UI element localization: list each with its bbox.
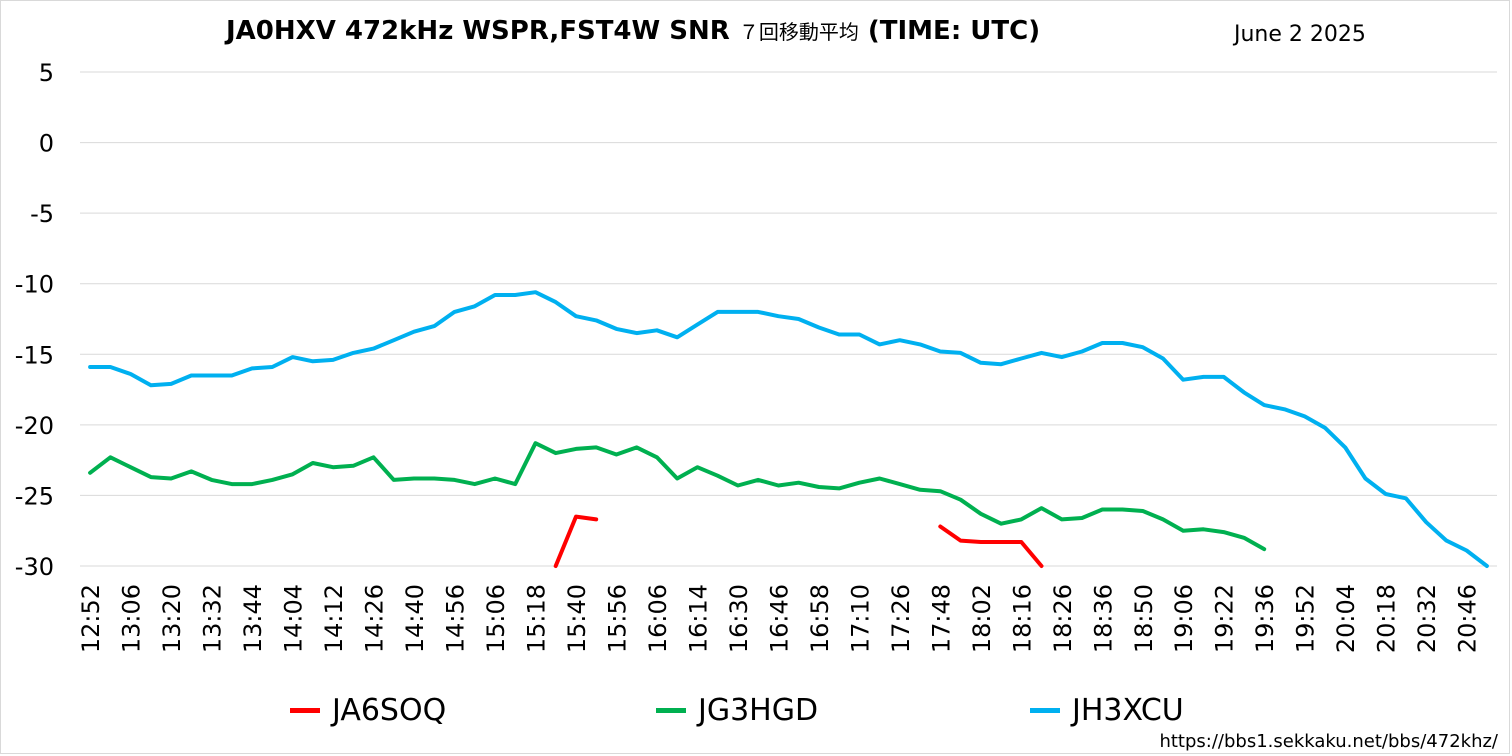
series-line-jh3xcu (88, 290, 1489, 568)
y-tick-label: -20 (15, 412, 54, 440)
legend-swatch (1030, 707, 1060, 713)
series-line-ja6soq (938, 524, 1044, 568)
chart-date: June 2 2025 (1234, 22, 1366, 47)
x-tick-label: 16:06 (644, 584, 672, 653)
x-tick-label: 19:36 (1251, 584, 1279, 653)
x-tick-label: 16:30 (725, 584, 753, 653)
x-tick-label: 19:52 (1292, 584, 1320, 653)
legend-item: JG3HGD (656, 690, 818, 730)
x-tick-label: 18:26 (1049, 584, 1077, 653)
legend-label: JA6SOQ (332, 692, 447, 728)
y-tick-label: -10 (15, 271, 54, 299)
x-tick-label: 15:18 (522, 584, 550, 653)
chart-title-main: JA0HXV 472kHz WSPR,FST4W SNR (226, 16, 730, 46)
x-tick-label: 20:04 (1332, 584, 1360, 653)
legend-item: JA6SOQ (290, 690, 446, 730)
x-tick-label: 16:46 (765, 584, 793, 653)
legend-label: JG3HGD (698, 692, 819, 728)
x-tick-label: 14:04 (280, 584, 308, 653)
legend-label: JH3XCU (1072, 692, 1184, 728)
x-tick-label: 14:26 (361, 584, 389, 653)
series-line-jg3hgd (88, 441, 1267, 552)
title-row: JA0HXV 472kHz WSPR,FST4W SNR ７回移動平均 (TIM… (0, 14, 1512, 54)
x-tick-label: 18:50 (1130, 584, 1158, 653)
x-tick-label: 15:40 (563, 584, 591, 653)
x-tick-label: 16:58 (806, 584, 834, 653)
x-tick-label: 18:02 (968, 584, 996, 653)
legend-item: JH3XCU (1030, 690, 1184, 730)
x-tick-label: 15:06 (482, 584, 510, 653)
x-tick-label: 14:56 (441, 584, 469, 653)
x-tick-label: 20:32 (1413, 584, 1441, 653)
x-tick-label: 20:18 (1373, 584, 1401, 653)
x-tick-label: 19:06 (1170, 584, 1198, 653)
x-tick-label: 19:22 (1211, 584, 1239, 653)
chart-title-time: (TIME: UTC) (867, 16, 1041, 46)
chart-title: JA0HXV 472kHz WSPR,FST4W SNR ７回移動平均 (TIM… (226, 16, 1040, 46)
x-tick-label: 13:32 (199, 584, 227, 653)
x-tick-label: 13:20 (158, 584, 186, 653)
y-tick-label: 5 (39, 59, 54, 87)
x-tick-label: 18:16 (1008, 584, 1036, 653)
y-tick-label: -15 (15, 341, 54, 369)
x-tick-label: 17:26 (887, 584, 915, 653)
y-tick-label: -25 (15, 482, 54, 510)
chart-title-suffix: ７回移動平均 (738, 20, 859, 44)
x-tick-label: 20:46 (1454, 584, 1482, 653)
x-tick-label: 14:12 (320, 584, 348, 653)
x-tick-label: 13:44 (239, 584, 267, 653)
y-tick-label: -5 (30, 200, 54, 228)
credit-url: https://bbs1.sekkaku.net/bbs/472khz/ (1159, 731, 1498, 752)
x-tick-label: 18:36 (1089, 584, 1117, 653)
y-tick-label: 0 (39, 130, 54, 158)
x-tick-label: 15:56 (603, 584, 631, 653)
x-tick-label: 17:10 (846, 584, 874, 653)
chart-legend: JA6SOQ JG3HGD JH3XCU (0, 690, 1512, 730)
x-tick-label: 16:14 (684, 584, 712, 653)
x-tick-label: 14:40 (401, 584, 429, 653)
series-line-ja6soq (553, 514, 599, 568)
legend-swatch (656, 707, 686, 713)
y-tick-label: -30 (15, 553, 54, 581)
x-tick-label: 12:52 (77, 584, 105, 653)
line-chart: 5 0 -5 -10 -15 -20 -25 -30 12:52 13:06 13:20 13:32 1… (15, 59, 1497, 653)
x-tick-label: 17:48 (927, 584, 955, 653)
x-tick-label: 13:06 (118, 584, 146, 653)
legend-swatch (290, 707, 320, 713)
